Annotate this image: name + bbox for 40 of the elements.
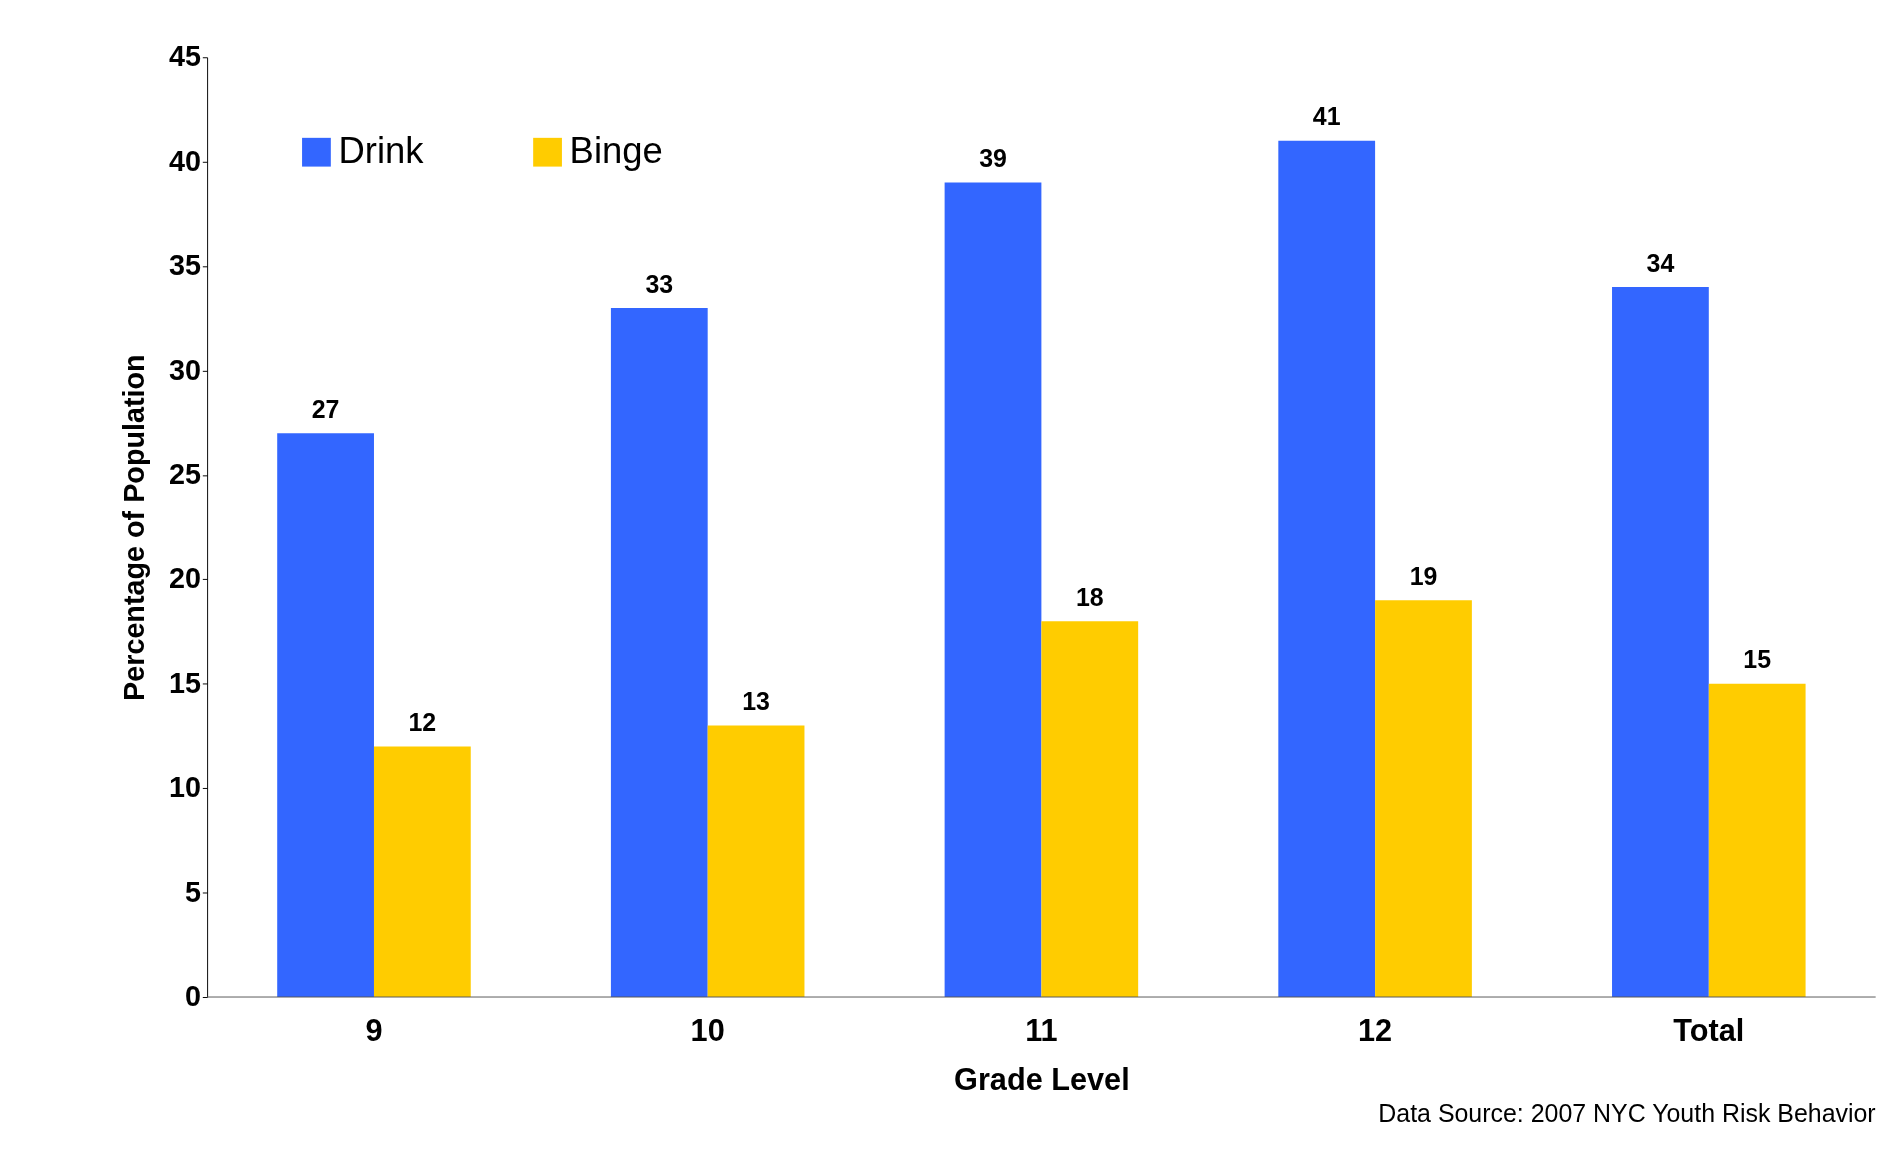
y-tick-label: 25: [168, 458, 201, 491]
y-tick-label: 15: [168, 666, 201, 699]
data-label: 19: [1409, 561, 1438, 590]
x-tick-label: 11: [1025, 1012, 1058, 1048]
y-tick-label: 35: [168, 249, 201, 282]
data-label: 33: [645, 269, 674, 298]
data-label: 15: [1743, 645, 1772, 674]
data-label: 39: [979, 144, 1007, 173]
y-tick-label: 20: [168, 562, 201, 595]
bar: [944, 182, 1042, 998]
y-tick-label: 30: [168, 353, 201, 386]
x-axis-title: Grade Level: [954, 1061, 1130, 1097]
bar: [707, 725, 805, 998]
bar: [1612, 287, 1709, 998]
data-label: 13: [742, 687, 770, 716]
source-note: Data Source: 2007 NYC Youth Risk Behavior: [1378, 1098, 1876, 1127]
legend-label: Binge: [569, 129, 663, 171]
data-label: 12: [408, 708, 437, 737]
bar: [1041, 621, 1139, 998]
bar: [1375, 600, 1472, 998]
x-tick-label: Total: [1673, 1012, 1745, 1048]
y-tick-label: 0: [184, 980, 201, 1013]
x-tick-label: 9: [365, 1012, 383, 1048]
x-tick-label: 12: [1358, 1012, 1393, 1048]
legend-label: Drink: [338, 129, 425, 171]
y-tick-label: 5: [184, 875, 201, 908]
data-label: 41: [1312, 102, 1341, 131]
data-label: 34: [1646, 248, 1675, 277]
y-tick-label: 40: [168, 144, 201, 177]
bar: [277, 433, 374, 998]
x-tick-label: 10: [690, 1012, 725, 1048]
bar: [1278, 140, 1376, 998]
bar: [373, 746, 471, 998]
bar: [610, 307, 708, 998]
data-label: 18: [1075, 582, 1104, 611]
bar: [1708, 683, 1806, 998]
y-axis-title: Percentage of Population: [117, 354, 150, 701]
y-tick-label: 45: [168, 40, 201, 73]
data-label: 27: [311, 394, 340, 423]
y-tick-label: 10: [168, 771, 201, 804]
